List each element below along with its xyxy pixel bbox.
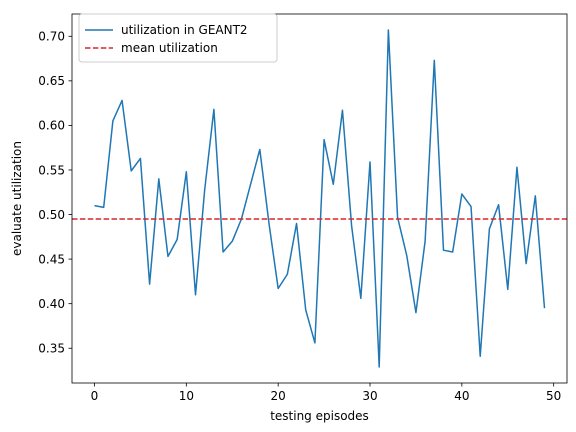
y-tick-label: 0.70 xyxy=(38,30,65,44)
legend: utilization in GEANT2 mean utilization xyxy=(78,13,278,63)
x-axis-label: testing episodes xyxy=(270,409,369,423)
x-tick-label: 10 xyxy=(179,389,194,403)
y-tick-label: 0.55 xyxy=(38,163,65,177)
series-line-utilization xyxy=(94,29,546,368)
plot-frame xyxy=(71,13,568,384)
legend-label-mean: mean utilization xyxy=(121,41,218,55)
y-tick-label: 0.45 xyxy=(38,252,65,266)
y-tick-label: 0.40 xyxy=(38,297,65,311)
y-tick-label: 0.35 xyxy=(38,342,65,356)
x-tick-label: 30 xyxy=(362,389,377,403)
series-layer xyxy=(72,29,567,368)
plot-area xyxy=(72,14,567,383)
legend-label-utilization: utilization in GEANT2 xyxy=(121,23,248,37)
y-axis-ticks: 0.35 0.40 0.45 0.50 0.55 0.60 0.65 0.70 xyxy=(38,30,72,356)
x-tick-label: 50 xyxy=(546,389,561,403)
y-axis-label: evaluate utilization xyxy=(10,141,24,256)
x-tick-label: 40 xyxy=(454,389,469,403)
y-tick-label: 0.60 xyxy=(38,119,65,133)
legend-box xyxy=(78,13,278,63)
y-tick-label: 0.65 xyxy=(38,74,65,88)
y-tick-label: 0.50 xyxy=(38,208,65,222)
x-tick-label: 20 xyxy=(271,389,286,403)
x-tick-label: 0 xyxy=(91,389,99,403)
x-axis-ticks: 0 10 20 30 40 50 xyxy=(91,383,561,403)
